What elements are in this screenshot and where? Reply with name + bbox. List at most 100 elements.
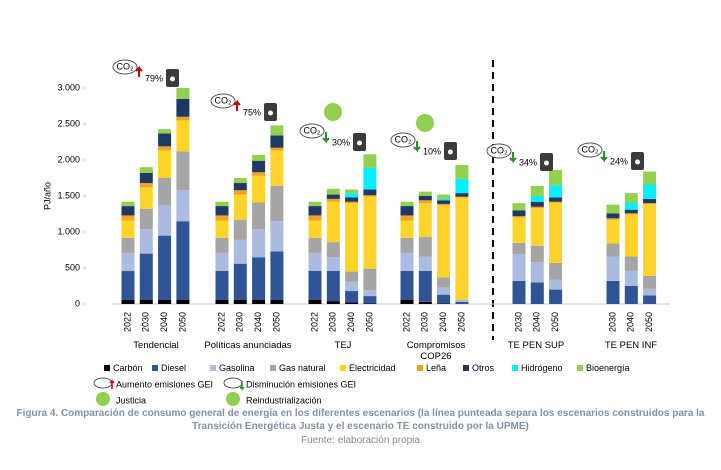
source: Fuente: elaboración propia xyxy=(301,435,420,446)
bar-segment xyxy=(158,205,172,236)
bar-segment xyxy=(121,201,135,207)
bar-segment xyxy=(308,237,322,253)
x-tick-label: 2030 xyxy=(513,312,523,332)
y-tick-label: 500 xyxy=(65,262,80,272)
bar-segment xyxy=(549,279,563,290)
bar-segment xyxy=(158,146,172,151)
x-tick-label: 2040 xyxy=(253,312,263,332)
bar-segment xyxy=(624,209,638,214)
bar-segment xyxy=(176,116,190,121)
bar-segment xyxy=(233,299,247,304)
bar-segment xyxy=(158,178,172,206)
x-tick-label: 2040 xyxy=(159,312,169,332)
bar-segment xyxy=(643,295,657,304)
bar-segment xyxy=(139,187,153,209)
bar-segment xyxy=(624,202,638,210)
co2-cloud xyxy=(223,377,243,389)
x-tick-label: 2030 xyxy=(607,312,617,332)
bar-segment xyxy=(363,189,377,196)
x-tick-label: 2050 xyxy=(456,312,466,332)
bar-segment xyxy=(530,282,544,304)
bar-segment xyxy=(176,120,190,152)
bar-segment xyxy=(215,252,229,271)
bar-segment xyxy=(139,167,153,173)
bar-segment xyxy=(326,198,340,202)
bar-segment xyxy=(512,216,526,218)
group-label: TEJ xyxy=(334,340,352,351)
bar-segment xyxy=(512,242,526,255)
bar-segment xyxy=(363,196,377,269)
bar-segment xyxy=(530,262,544,283)
group-label: Compromisos COP26 xyxy=(406,340,466,362)
trend-arrow xyxy=(233,99,241,111)
trend-arrow xyxy=(413,141,421,153)
bar-segment xyxy=(270,125,284,136)
bar-segment xyxy=(139,208,153,230)
bar-segment xyxy=(252,229,266,258)
icon-legend-label: Aumento emisiones GEI xyxy=(116,379,213,389)
bar-segment xyxy=(326,270,340,302)
bar-segment xyxy=(326,188,340,195)
bar-segment xyxy=(121,220,135,238)
bar-segment xyxy=(624,270,638,286)
legend-swatch xyxy=(340,365,346,371)
trend-arrow xyxy=(239,381,245,391)
bar-segment xyxy=(455,165,469,179)
x-tick-label: 2050 xyxy=(177,312,187,332)
bar-segment xyxy=(158,235,172,300)
bar-segment xyxy=(363,268,377,291)
bar-segment xyxy=(176,221,190,300)
bar-segment xyxy=(643,171,657,185)
co2-label: CO₂ xyxy=(491,145,509,155)
bar-segment xyxy=(158,133,172,147)
bar-segment xyxy=(363,167,377,190)
x-tick-label: 2030 xyxy=(328,312,338,332)
bar-segment xyxy=(512,210,526,217)
bar-segment xyxy=(308,201,322,207)
justice-icon xyxy=(324,103,342,121)
annotation: 75% xyxy=(243,107,261,117)
bar-segment xyxy=(643,184,657,199)
x-tick-label: 2030 xyxy=(420,312,430,332)
annotation: 24% xyxy=(610,156,628,166)
bar-segment xyxy=(455,193,469,197)
bar-segment xyxy=(139,229,153,254)
x-tick-label: 2022 xyxy=(216,312,226,332)
bar-segment xyxy=(400,201,414,207)
bar-segment xyxy=(455,196,469,198)
bar-segment xyxy=(400,215,414,221)
annotation: 34% xyxy=(519,157,537,167)
co2-cloud xyxy=(299,123,325,139)
bar-segment xyxy=(530,185,544,196)
y-tick-label: 1.000 xyxy=(57,226,80,236)
bar-segment xyxy=(530,196,544,202)
legend-label: Gas natural xyxy=(279,363,326,373)
bar-segment xyxy=(139,299,153,304)
trend-arrow xyxy=(109,379,115,389)
y-tick-label: 2.000 xyxy=(57,154,80,164)
bar-segment xyxy=(326,257,340,271)
bar-segment xyxy=(530,245,544,263)
co2-cloud xyxy=(210,93,236,109)
bar-segment xyxy=(437,203,451,206)
bar-segment xyxy=(437,198,451,201)
bar-segment xyxy=(158,129,172,134)
bar-segment xyxy=(363,154,377,168)
bar-segment xyxy=(233,178,247,184)
x-tick-label: 2050 xyxy=(271,312,281,332)
bar-segment xyxy=(418,196,432,201)
bar-segment xyxy=(308,299,322,304)
bar-segment xyxy=(643,275,657,289)
bar-segment xyxy=(549,185,563,198)
bar-segment xyxy=(345,291,359,303)
barrel-drop xyxy=(544,160,549,166)
x-tick-label: 2030 xyxy=(141,312,151,332)
bar-segment xyxy=(606,204,620,214)
x-tick-label: 2050 xyxy=(550,312,560,332)
bar-segment xyxy=(252,160,266,173)
legend-swatch xyxy=(417,365,423,371)
co2-label: CO₂ xyxy=(395,134,413,144)
bar-segment xyxy=(418,270,432,302)
group-label: TE PEN SUP xyxy=(507,340,565,351)
